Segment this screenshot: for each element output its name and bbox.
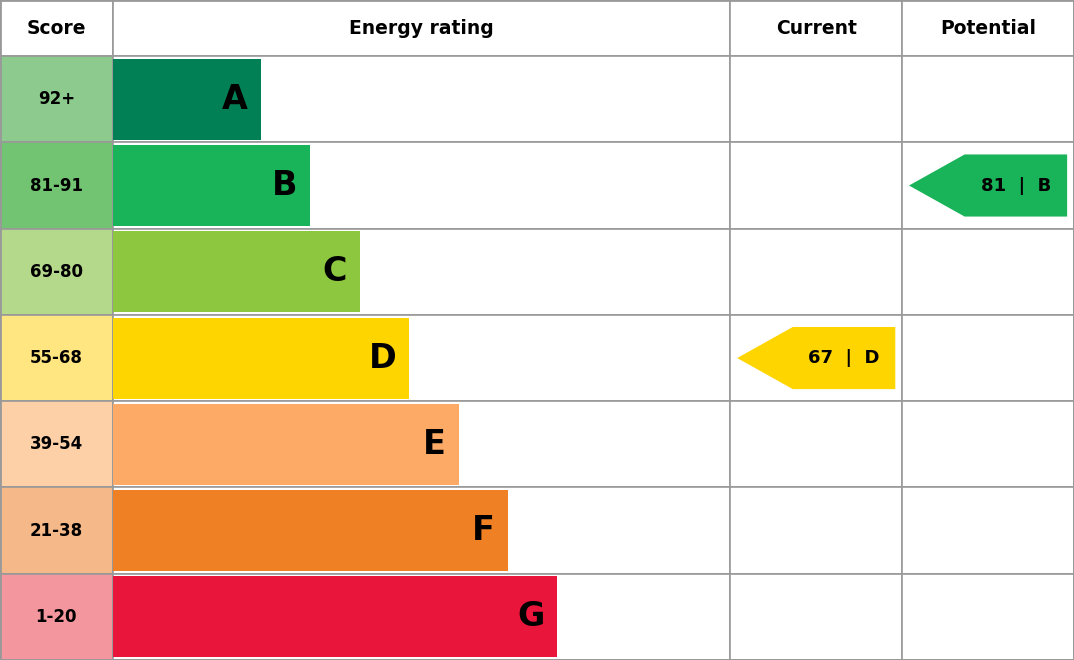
Text: Energy rating: Energy rating <box>349 18 494 38</box>
Text: C: C <box>322 255 347 288</box>
Bar <box>113 490 508 571</box>
Text: B: B <box>272 169 297 202</box>
Bar <box>113 0 730 56</box>
Bar <box>902 0 1074 56</box>
Bar <box>902 228 1074 315</box>
Text: G: G <box>518 601 545 634</box>
Text: 1-20: 1-20 <box>35 608 77 626</box>
Bar <box>902 401 1074 488</box>
Bar <box>113 404 459 485</box>
Text: Potential: Potential <box>940 18 1036 38</box>
Text: 69-80: 69-80 <box>30 263 83 280</box>
Bar <box>113 228 730 315</box>
Text: 81  |  B: 81 | B <box>981 176 1051 195</box>
Bar <box>113 401 730 488</box>
Bar <box>730 401 902 488</box>
Bar <box>0 315 113 401</box>
Text: 55-68: 55-68 <box>30 349 83 367</box>
Text: Current: Current <box>775 18 857 38</box>
Bar <box>902 488 1074 574</box>
Bar <box>0 574 113 660</box>
Bar <box>113 317 409 399</box>
Text: D: D <box>368 342 396 375</box>
Bar <box>730 143 902 228</box>
Text: 81-91: 81-91 <box>30 176 83 195</box>
Bar <box>902 315 1074 401</box>
Bar <box>730 56 902 143</box>
Bar <box>113 145 310 226</box>
Bar <box>902 143 1074 228</box>
Polygon shape <box>909 154 1068 216</box>
Bar <box>113 574 730 660</box>
Bar <box>730 0 902 56</box>
Bar <box>0 0 113 56</box>
Bar <box>0 143 113 228</box>
Text: F: F <box>473 514 495 547</box>
Bar <box>113 488 730 574</box>
Text: E: E <box>423 428 446 461</box>
Bar <box>113 59 261 140</box>
Bar <box>730 315 902 401</box>
Bar <box>902 56 1074 143</box>
Bar <box>730 574 902 660</box>
Bar <box>902 574 1074 660</box>
Bar <box>113 576 557 657</box>
Bar <box>0 56 113 143</box>
Bar <box>113 231 360 312</box>
Bar <box>730 228 902 315</box>
Text: Score: Score <box>27 18 86 38</box>
Text: 39-54: 39-54 <box>30 436 83 453</box>
Polygon shape <box>737 327 896 389</box>
Bar <box>113 143 730 228</box>
Bar <box>113 56 730 143</box>
Text: A: A <box>222 82 248 116</box>
Bar <box>730 488 902 574</box>
Text: 92+: 92+ <box>38 90 75 108</box>
Text: 67  |  D: 67 | D <box>809 349 880 367</box>
Bar <box>0 401 113 488</box>
Bar <box>0 488 113 574</box>
Bar <box>0 228 113 315</box>
Bar <box>113 315 730 401</box>
Text: 21-38: 21-38 <box>30 521 83 540</box>
